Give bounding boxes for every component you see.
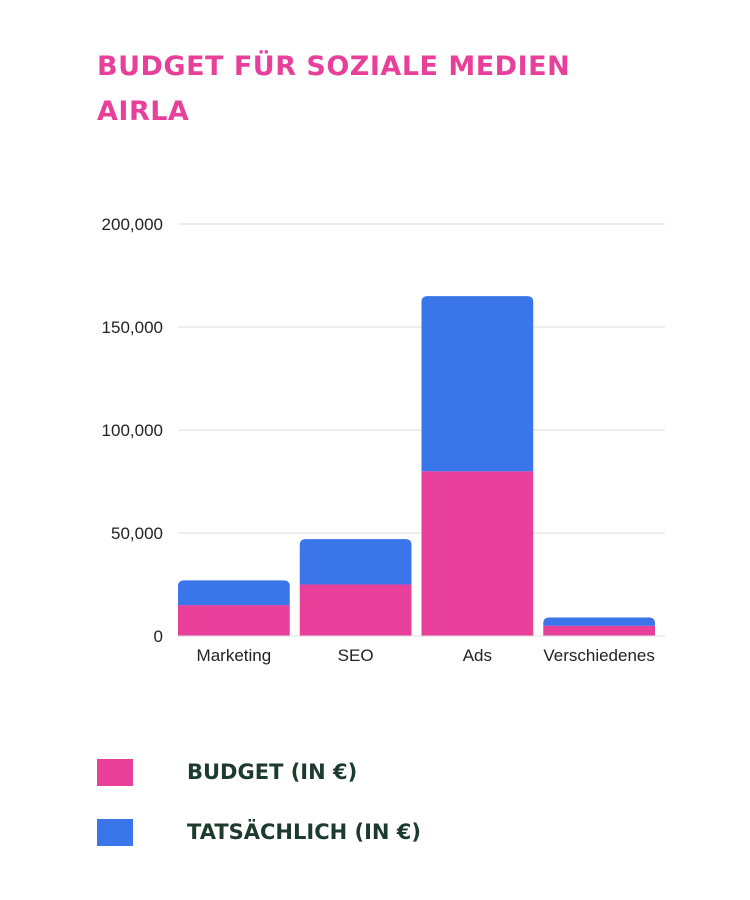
chart-title: BUDGET FÜR SOZIALE MEDIEN AIRLA bbox=[97, 44, 657, 134]
chart-title-line-2: AIRLA bbox=[97, 96, 190, 127]
bar-seo-actual bbox=[299, 539, 412, 585]
x-tick-label: Marketing bbox=[197, 646, 272, 665]
bar-seo-budget bbox=[299, 584, 412, 636]
legend-swatch-actual bbox=[97, 819, 133, 846]
legend-label-budget: BUDGET (IN €) bbox=[187, 760, 358, 784]
bar-marketing-budget bbox=[178, 605, 290, 636]
x-tick-label: Verschiedenes bbox=[543, 646, 655, 665]
bar-verschiedenes-budget bbox=[543, 625, 655, 636]
bar-ads-actual bbox=[421, 296, 534, 472]
y-tick-label: 150,000 bbox=[102, 318, 163, 337]
chart-title-line-1: BUDGET FÜR SOZIALE MEDIEN bbox=[97, 51, 571, 82]
bar-chart: 0 50,000 100,000 150,000 200,000 Marketing SEO… bbox=[102, 215, 665, 665]
x-tick-label: SEO bbox=[338, 646, 374, 665]
bar-verschiedenes-actual bbox=[543, 617, 655, 626]
y-tick-label: 0 bbox=[154, 627, 163, 646]
y-tick-label: 100,000 bbox=[102, 421, 163, 440]
legend-swatch-budget bbox=[97, 759, 133, 786]
y-tick-label: 200,000 bbox=[102, 215, 163, 234]
x-tick-label: Ads bbox=[463, 646, 492, 665]
legend-label-actual: TATSÄCHLICH (IN €) bbox=[187, 820, 422, 844]
bar-ads-budget bbox=[421, 471, 534, 636]
y-tick-label: 50,000 bbox=[111, 524, 163, 543]
bar-marketing-actual bbox=[178, 580, 290, 606]
